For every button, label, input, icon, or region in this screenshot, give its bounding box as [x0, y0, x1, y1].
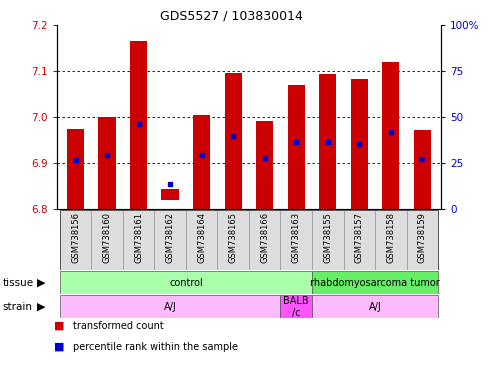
Text: percentile rank within the sample: percentile rank within the sample: [73, 342, 238, 352]
Text: GSM738157: GSM738157: [355, 212, 364, 263]
Bar: [162, 189, 179, 200]
Text: GSM738163: GSM738163: [292, 212, 301, 263]
Bar: [382, 62, 399, 209]
Text: GSM738155: GSM738155: [323, 212, 332, 263]
Text: GSM738162: GSM738162: [166, 212, 175, 263]
Text: GSM738164: GSM738164: [197, 212, 206, 263]
Text: ▶: ▶: [36, 302, 45, 312]
Bar: [319, 74, 336, 209]
Bar: [414, 130, 431, 209]
Text: GDS5527 / 103830014: GDS5527 / 103830014: [160, 10, 303, 23]
Text: GSM738158: GSM738158: [387, 212, 395, 263]
Bar: [217, 210, 249, 270]
Text: GSM738161: GSM738161: [134, 212, 143, 263]
Bar: [281, 295, 312, 318]
Text: ■: ■: [54, 321, 65, 331]
Bar: [407, 210, 438, 270]
Bar: [312, 295, 438, 318]
Bar: [351, 79, 368, 209]
Bar: [249, 210, 281, 270]
Bar: [193, 115, 211, 209]
Bar: [60, 210, 91, 270]
Text: ▶: ▶: [36, 278, 45, 288]
Bar: [224, 73, 242, 209]
Bar: [312, 210, 344, 270]
Bar: [91, 210, 123, 270]
Bar: [60, 271, 312, 294]
Text: A/J: A/J: [369, 302, 382, 312]
Bar: [312, 271, 438, 294]
Bar: [186, 210, 217, 270]
Bar: [99, 117, 116, 209]
Text: GSM738166: GSM738166: [260, 212, 269, 263]
Text: BALB
/c: BALB /c: [283, 296, 309, 318]
Bar: [287, 85, 305, 209]
Text: ■: ■: [54, 342, 65, 352]
Bar: [375, 210, 407, 270]
Text: A/J: A/J: [164, 302, 176, 312]
Text: control: control: [169, 278, 203, 288]
Text: tissue: tissue: [2, 278, 34, 288]
Bar: [344, 210, 375, 270]
Bar: [123, 210, 154, 270]
Text: rhabdomyosarcoma tumor: rhabdomyosarcoma tumor: [310, 278, 440, 288]
Bar: [67, 129, 84, 209]
Text: strain: strain: [2, 302, 33, 312]
Text: GSM738165: GSM738165: [229, 212, 238, 263]
Bar: [154, 210, 186, 270]
Text: GSM738160: GSM738160: [103, 212, 111, 263]
Bar: [60, 295, 281, 318]
Text: GSM738156: GSM738156: [71, 212, 80, 263]
Bar: [130, 41, 147, 209]
Bar: [256, 121, 274, 209]
Bar: [281, 210, 312, 270]
Text: GSM738159: GSM738159: [418, 212, 427, 263]
Text: transformed count: transformed count: [73, 321, 164, 331]
